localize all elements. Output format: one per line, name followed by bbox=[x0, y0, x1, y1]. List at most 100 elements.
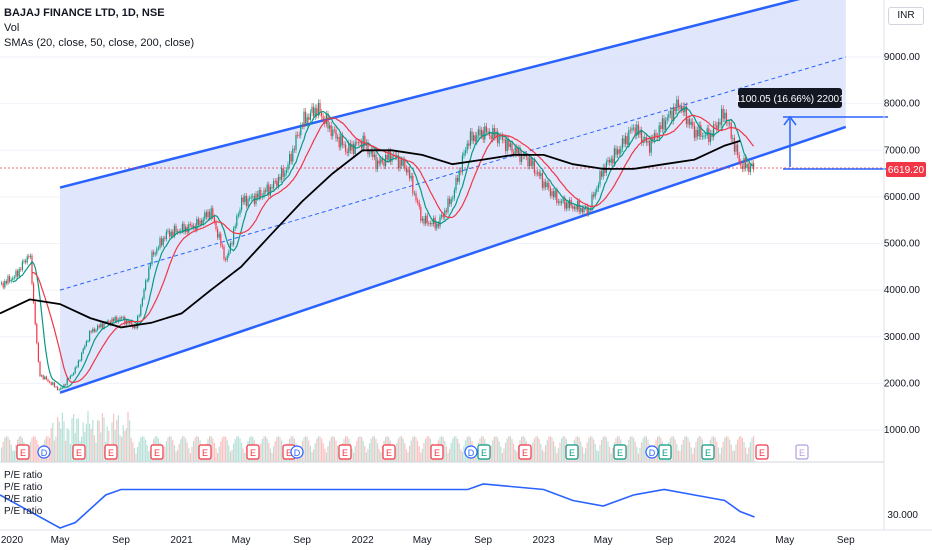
earnings-marker[interactable]: E bbox=[795, 444, 809, 460]
earnings-marker[interactable]: E bbox=[658, 444, 672, 460]
volume-bar bbox=[228, 445, 230, 462]
volume-bar bbox=[111, 422, 113, 462]
pe-ratio-label[interactable]: P/E ratio bbox=[4, 494, 43, 505]
svg-text:E: E bbox=[20, 448, 26, 458]
channel-lower-line[interactable] bbox=[59, 125, 847, 394]
candle-body bbox=[298, 134, 300, 136]
candle-body bbox=[425, 215, 427, 224]
earnings-marker[interactable]: E bbox=[382, 444, 396, 460]
candle-body bbox=[49, 381, 51, 383]
volume-bar bbox=[690, 447, 692, 462]
candle-body bbox=[167, 230, 169, 232]
volume-bar bbox=[361, 437, 363, 462]
volume-bar bbox=[725, 436, 727, 462]
earnings-marker[interactable]: E bbox=[701, 444, 715, 460]
volume-bar bbox=[180, 439, 182, 462]
pe-ratio-label[interactable]: P/E ratio bbox=[4, 482, 43, 493]
earnings-marker[interactable]: E bbox=[198, 444, 212, 460]
candle-body bbox=[85, 341, 87, 346]
candle-body bbox=[449, 198, 451, 205]
volume-bar bbox=[687, 437, 689, 462]
earnings-marker[interactable]: E bbox=[755, 444, 769, 460]
candle-body bbox=[66, 378, 68, 385]
candle-body bbox=[337, 137, 339, 139]
symbol-title[interactable]: BAJAJ FINANCE LTD, 1D, NSE bbox=[4, 7, 165, 19]
volume-bar bbox=[639, 447, 641, 462]
earnings-marker[interactable]: E bbox=[72, 444, 86, 460]
candle-body bbox=[541, 173, 543, 188]
price-axis[interactable]: 1000.00 2000.00 3000.00 4000.00 5000.00 6000.… bbox=[884, 52, 921, 436]
candle-body bbox=[439, 216, 441, 227]
candle-body bbox=[338, 137, 340, 148]
candle-body bbox=[693, 125, 695, 138]
candle-body bbox=[631, 127, 633, 131]
candle-body bbox=[140, 305, 142, 316]
dividend-marker[interactable]: D bbox=[37, 445, 51, 459]
candle-body bbox=[679, 107, 681, 110]
svg-text:D: D bbox=[41, 448, 48, 458]
candle-body bbox=[257, 193, 259, 198]
candle-body bbox=[388, 150, 390, 160]
candle-body bbox=[503, 139, 505, 141]
candle-body bbox=[383, 161, 385, 167]
earnings-marker[interactable]: E bbox=[613, 444, 627, 460]
pe-ratio-label[interactable]: P/E ratio bbox=[4, 506, 43, 517]
currency-button[interactable]: INR bbox=[888, 7, 924, 25]
volume-bar bbox=[674, 439, 676, 462]
pe-ratio-label[interactable]: P/E ratio bbox=[4, 470, 43, 481]
volume-bar bbox=[677, 450, 679, 462]
candle-body bbox=[455, 177, 457, 191]
candle-body bbox=[165, 231, 167, 240]
candle-body bbox=[746, 163, 748, 169]
candle-body bbox=[23, 260, 25, 262]
candle-body bbox=[735, 144, 737, 152]
earnings-marker[interactable]: E bbox=[477, 444, 491, 460]
candle-body bbox=[4, 281, 6, 288]
volume-indicator-label[interactable]: Vol bbox=[4, 22, 20, 34]
dividend-marker[interactable]: D bbox=[464, 445, 478, 459]
sma-indicator-label[interactable]: SMAs (20, close, 50, close, 200, close) bbox=[4, 37, 195, 49]
volume-bar bbox=[185, 438, 187, 462]
candle-body bbox=[122, 317, 124, 319]
candle-body bbox=[268, 184, 270, 196]
earnings-marker[interactable]: E bbox=[104, 444, 118, 460]
earnings-marker[interactable]: E bbox=[430, 444, 444, 460]
candle-body bbox=[247, 198, 249, 207]
volume-bar bbox=[444, 440, 446, 462]
candle-body bbox=[572, 205, 574, 209]
candle-body bbox=[121, 317, 123, 319]
volume-bar bbox=[145, 440, 147, 462]
earnings-marker[interactable]: E bbox=[150, 444, 164, 460]
svg-text:E: E bbox=[108, 448, 114, 458]
candle-body bbox=[585, 206, 587, 208]
candle-body bbox=[513, 152, 515, 155]
candle-body bbox=[273, 181, 275, 189]
candle-body bbox=[378, 160, 380, 164]
dividend-marker[interactable]: D bbox=[645, 445, 659, 459]
earnings-marker[interactable]: E bbox=[518, 444, 532, 460]
dividend-marker[interactable]: D bbox=[290, 445, 304, 459]
candle-body bbox=[689, 118, 691, 125]
candle-body bbox=[15, 270, 17, 277]
candle-body bbox=[501, 135, 503, 140]
earnings-marker[interactable]: E bbox=[246, 444, 260, 460]
candle-body bbox=[484, 126, 486, 140]
channel-upper-line[interactable] bbox=[59, 0, 846, 189]
earnings-marker[interactable]: E bbox=[565, 444, 579, 460]
candle-body bbox=[397, 155, 399, 169]
earnings-marker[interactable]: E bbox=[16, 444, 30, 460]
volume-bar bbox=[372, 436, 374, 462]
price-range-measure[interactable]: 1100.05 (16.66%) 22001 bbox=[735, 88, 888, 170]
candle-body bbox=[364, 135, 366, 146]
candle-body bbox=[713, 124, 715, 138]
candle-body bbox=[498, 136, 500, 144]
candle-body bbox=[209, 211, 211, 219]
volume-bar bbox=[426, 436, 428, 462]
candle-body bbox=[377, 160, 379, 170]
time-axis[interactable]: 2020 May Sep 2021 May Sep 2022 May Sep 2023 May Sep… bbox=[1, 535, 855, 546]
volume-bar bbox=[751, 437, 753, 462]
volume-bar bbox=[303, 437, 305, 462]
earnings-marker[interactable]: E bbox=[338, 444, 352, 460]
candle-body bbox=[263, 190, 265, 197]
